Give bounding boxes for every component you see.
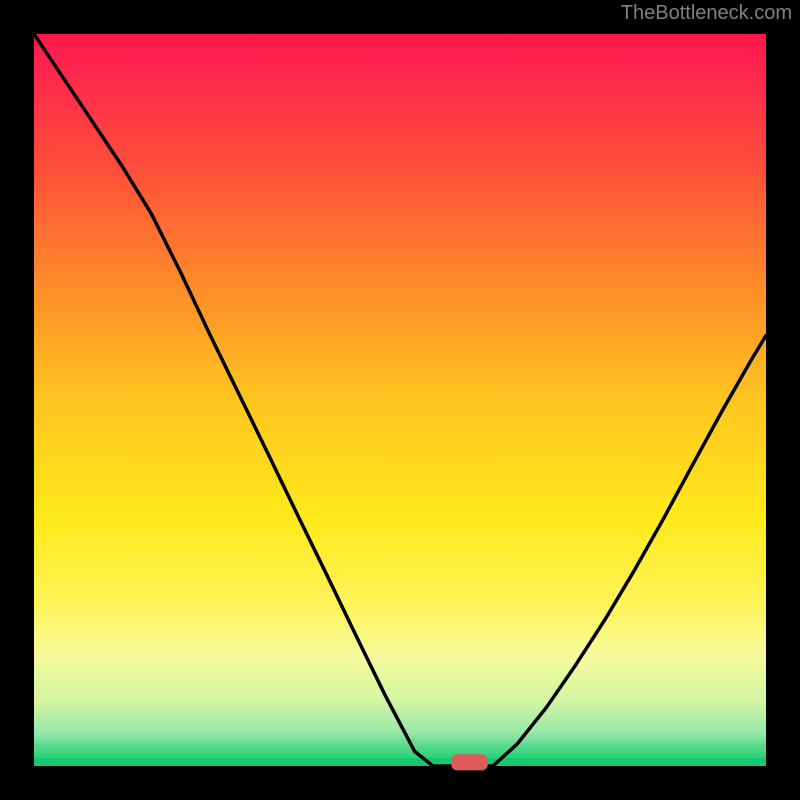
baseline-strip: [34, 758, 766, 766]
plot-background: [34, 34, 766, 766]
chart-canvas: [0, 0, 800, 800]
bottleneck-chart: TheBottleneck.com: [0, 0, 800, 800]
optimal-marker: [451, 754, 488, 770]
